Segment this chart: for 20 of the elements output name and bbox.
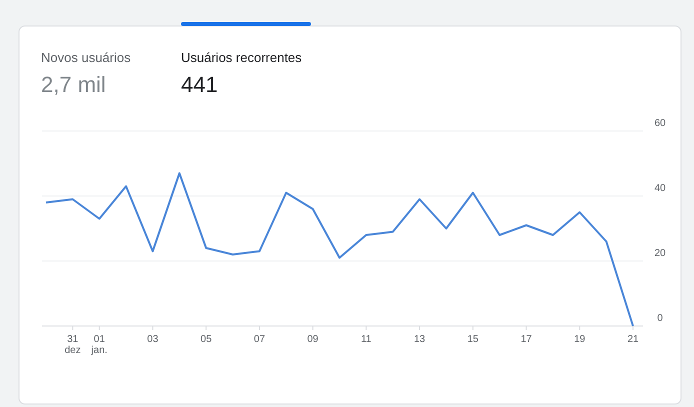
x-tick-label: 19: [574, 334, 586, 345]
text: Usuários recorrentes: [181, 50, 302, 65]
x-tick-label: 31 dez: [64, 334, 81, 356]
x-tick-label: 15: [467, 334, 479, 345]
x-tick-label: 17: [520, 334, 532, 345]
y-tick-label: 60: [654, 118, 666, 129]
text: 441: [181, 72, 218, 97]
text: Novos usuários: [41, 50, 132, 65]
x-tick-label: 01 jan.: [90, 334, 108, 356]
x-tick-label: 11: [360, 334, 372, 345]
text: 2,7 mil: [41, 72, 106, 97]
y-tick-label: 0: [657, 313, 664, 324]
y-tick-label: 20: [654, 248, 666, 259]
y-tick-label: 40: [654, 183, 666, 194]
x-tick-label: 05: [200, 334, 212, 345]
x-tick-label: 03: [147, 334, 159, 345]
x-tick-label: 21: [627, 334, 639, 345]
x-tick-label: 09: [307, 334, 319, 345]
x-tick-label: 13: [414, 334, 426, 345]
x-tick-label: 07: [254, 334, 266, 345]
